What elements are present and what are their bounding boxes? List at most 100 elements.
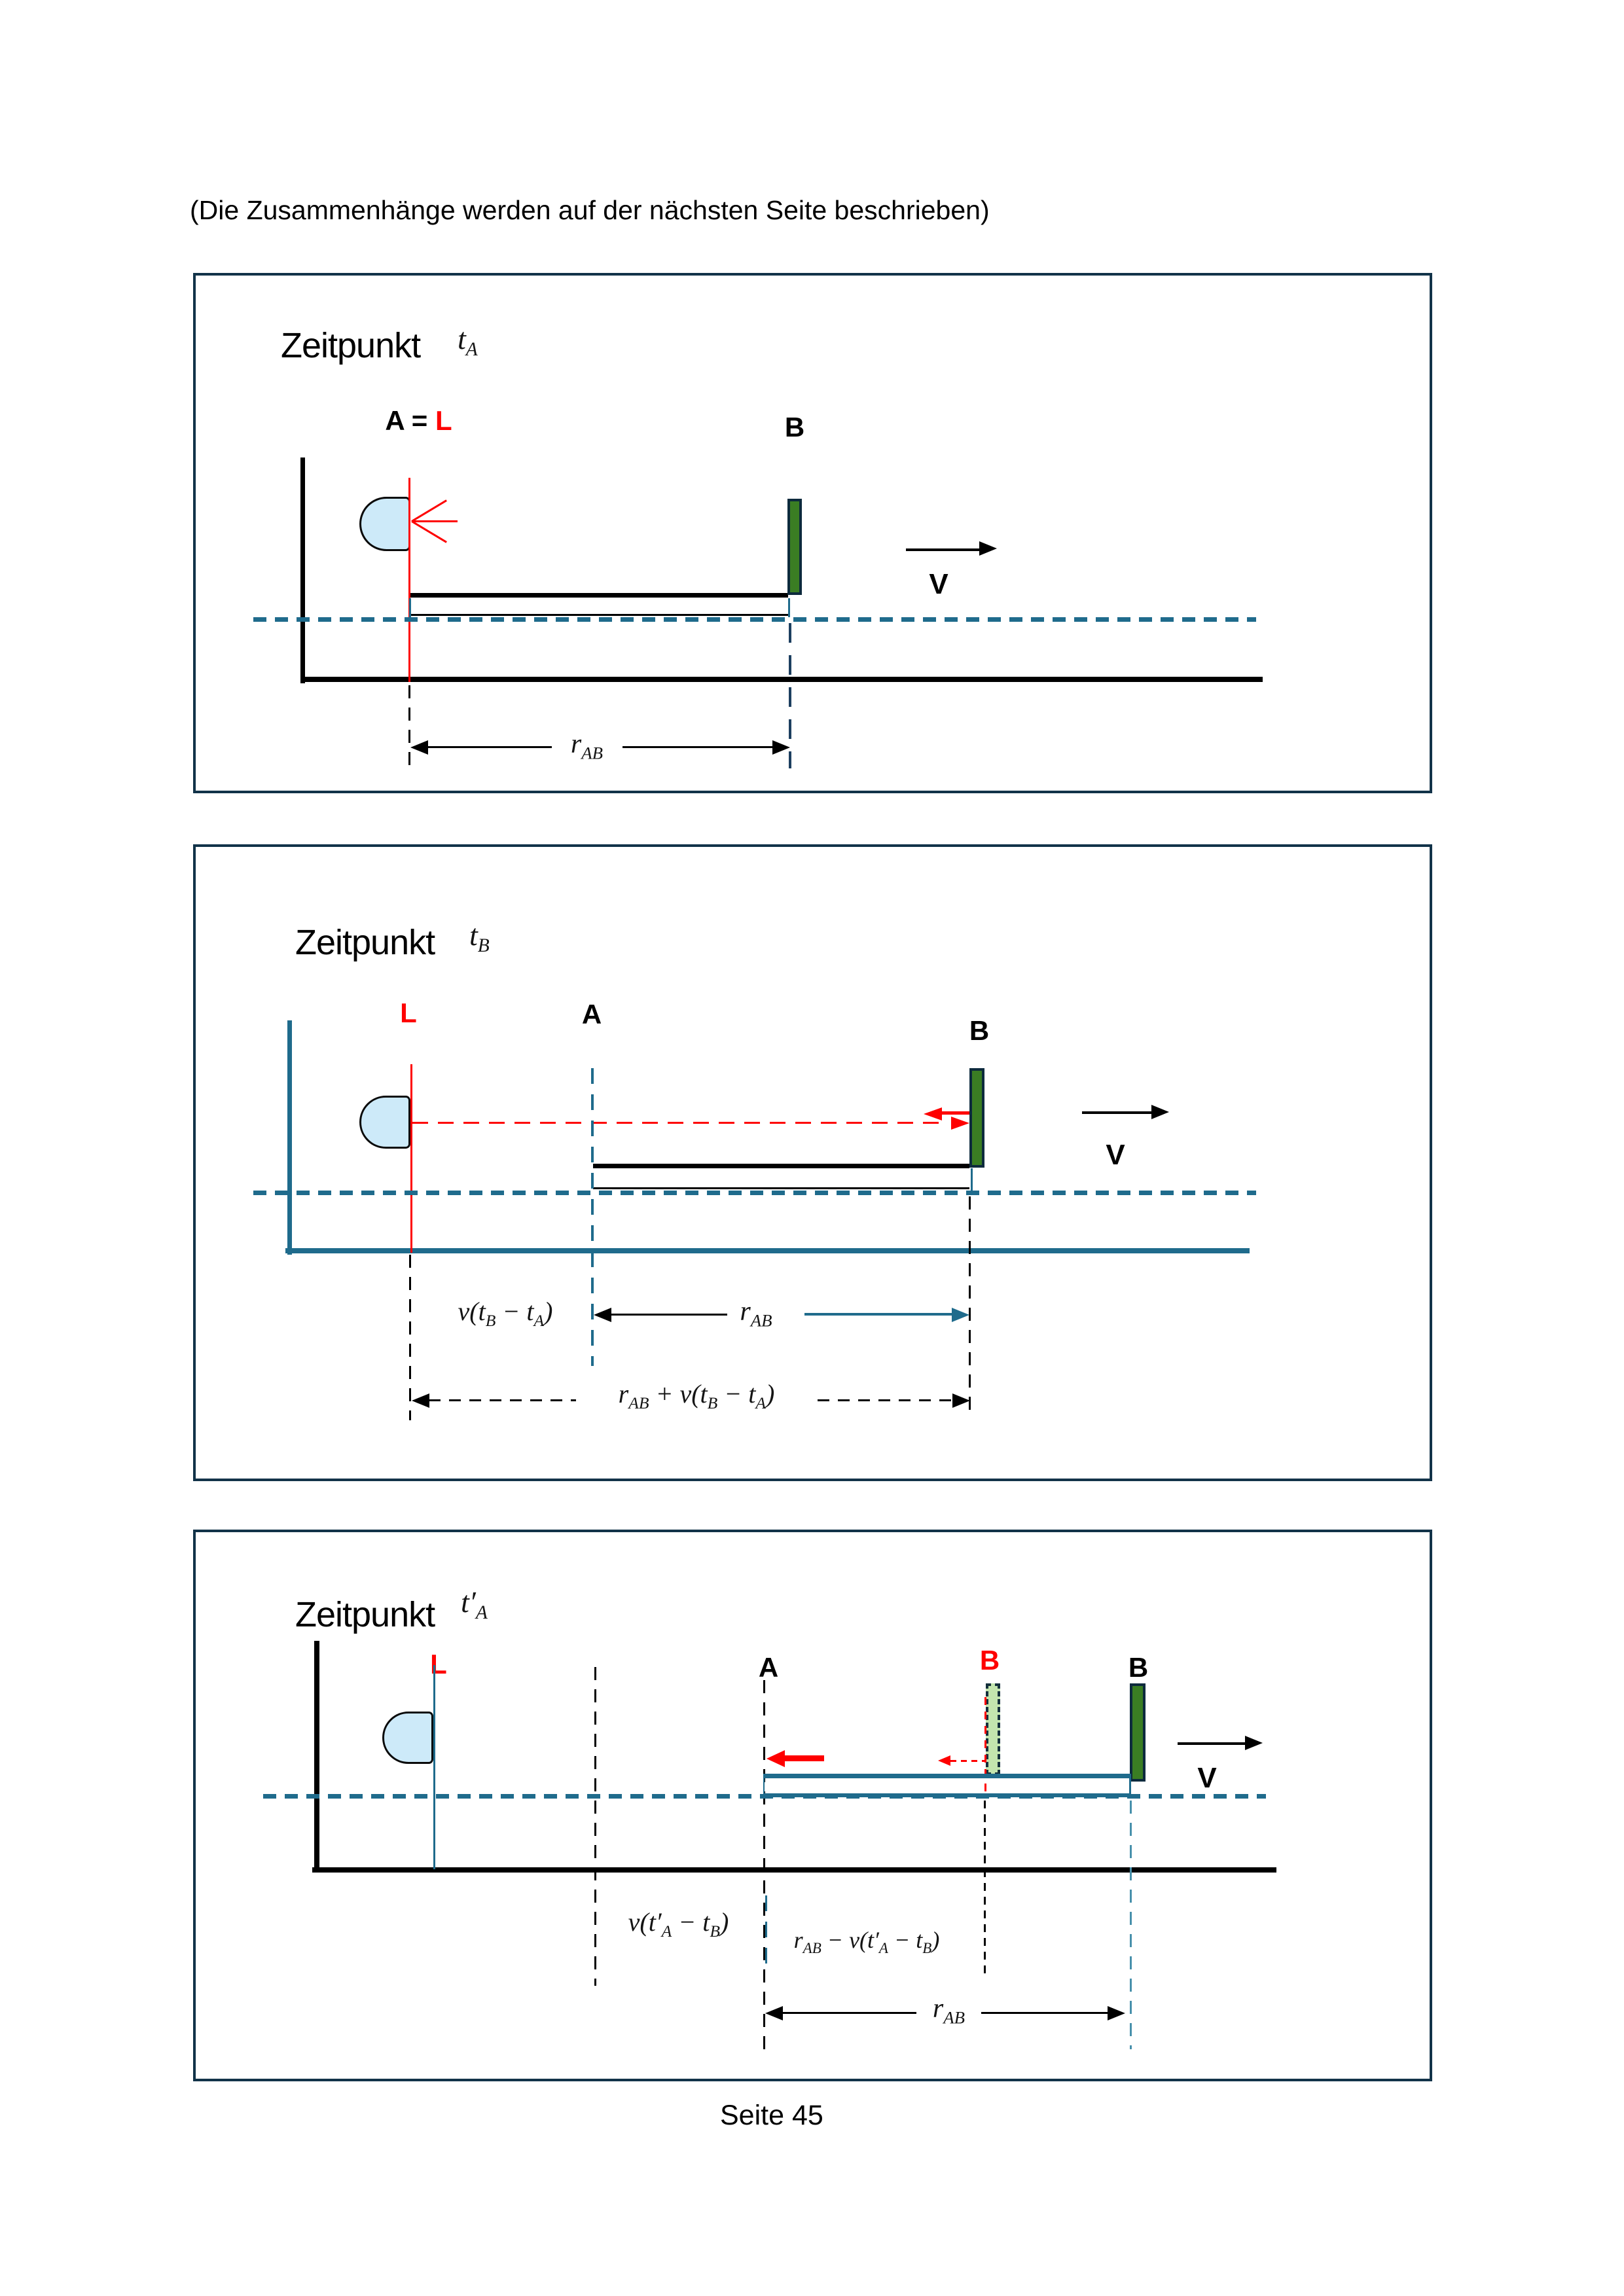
panel3-velocity-label: V	[1197, 1762, 1217, 1794]
page-number: Seite 45	[720, 2100, 823, 2131]
panel2-b-dashed-vertical	[969, 1196, 971, 1419]
panel2-dim-v-label: v(tB − tA)	[458, 1297, 553, 1330]
panel1-rod-top-line	[410, 593, 788, 598]
panel3-ghost-arrow-dashes	[950, 1760, 985, 1762]
panel3-time-symbol: t′A	[461, 1585, 488, 1624]
panel2-dim1-right-head-icon	[952, 1308, 969, 1322]
panel2-reflection-arrow-head-icon	[924, 1107, 942, 1121]
panel1-dim-arrow-right-head-icon	[772, 740, 790, 755]
panel3-ground-line	[312, 1867, 1276, 1873]
panel3-detector-b-ghost-bar	[986, 1683, 1000, 1775]
panel2-dim-sum-label: rAB + v(tB − tA)	[618, 1379, 775, 1412]
panel1-b-dashed-vertical	[789, 623, 791, 768]
panel1-label-a: A =	[385, 405, 435, 436]
panel3-a-dashed-vertical	[763, 1680, 765, 2058]
panel3-detector-b-bar	[1130, 1683, 1146, 1782]
panel2-dim-rab-label: rAB	[740, 1297, 772, 1331]
panel1-ground-line	[300, 677, 1263, 682]
panel2-label-b: B	[969, 1015, 990, 1046]
panel1-lamp-position-line	[408, 478, 410, 682]
panel1-light-ray-mid-icon	[412, 520, 458, 522]
panel1-dim-arrow-left-head-icon	[410, 740, 428, 755]
page-header-note: (Die Zusammenhänge werden auf der nächst…	[190, 195, 990, 225]
panel2-velocity-arrow-head-icon	[1151, 1105, 1169, 1119]
panel-zeitpunkt-tb: Zeitpunkt tB L A B V v(tB − tA) rAB rAB	[193, 844, 1432, 1481]
panel3-dim-v-label: v(t′A − tB)	[628, 1907, 729, 1941]
panel3-label-b: B	[1128, 1652, 1149, 1683]
panel3-rod-motion-arrow-head-icon	[767, 1750, 785, 1767]
panel2-rod-bottom-line	[593, 1187, 969, 1189]
panel3-ghost-red-dashes	[984, 1697, 986, 1794]
panel3-old-a-dashed-vertical	[594, 1667, 596, 1986]
panel1-axis-vertical	[300, 457, 305, 683]
panel1-label-l: L	[435, 405, 452, 436]
panel1-dim-arrow-left-line	[427, 746, 552, 748]
panel3-dim-right-head-icon	[1108, 2006, 1125, 2020]
panel2-reference-dashed-line	[253, 1191, 1256, 1195]
panel3-lamp-icon	[382, 1712, 433, 1764]
panel2-light-arrival-arrow-head-icon	[951, 1117, 969, 1130]
panel3-label-a: A	[758, 1652, 779, 1683]
panel2-l-dashed-vertical	[409, 1255, 411, 1420]
panel3-dim-rab-label: rAB	[932, 1994, 965, 2028]
panel2-dim1-left-line	[611, 1314, 727, 1316]
panel1-time-symbol: tA	[458, 322, 478, 361]
panel3-label-l: L	[430, 1649, 447, 1679]
panel2-label-a: A	[581, 999, 602, 1030]
panel1-label-b: B	[784, 412, 805, 442]
panel2-dim2-left-dashes	[429, 1399, 576, 1401]
panel3-lamp-position-line	[433, 1665, 435, 1869]
panel1-lamp-icon	[359, 497, 410, 551]
panel3-label-b-ghost: B	[979, 1645, 1000, 1676]
panel1-dim-rab-label: rAB	[570, 729, 604, 763]
panel2-velocity-label: V	[1106, 1139, 1125, 1171]
panel2-lamp-position-line	[410, 1064, 412, 1253]
panel2-dim1-left-head-icon	[594, 1308, 611, 1322]
panel3-dim-left-line	[782, 2012, 916, 2014]
panel1-velocity-label: V	[929, 568, 948, 600]
panel2-tick-b	[971, 1168, 973, 1191]
panel2-ground-line	[285, 1248, 1250, 1253]
panel3-b-dashed-vertical	[1130, 1801, 1132, 2049]
panel1-a-dashed-vertical	[408, 685, 410, 770]
panel3-a-teal-dash-segment	[765, 1895, 767, 1967]
panel3-ghost-b-dashed-vertical	[984, 1801, 986, 1976]
panel1-light-ray-down-icon	[411, 520, 447, 543]
panel1-tick-left	[409, 598, 411, 617]
panel1-tick-right	[788, 598, 790, 617]
panel1-title: Zeitpunkt	[281, 326, 421, 365]
panel-zeitpunkt-ta-prime: Zeitpunkt t′A L A B B V v(t′A − tB) rAB …	[193, 1530, 1432, 2081]
panel-zeitpunkt-ta: Zeitpunkt tA A = L B V rAB	[193, 273, 1432, 793]
panel1-light-ray-up-icon	[411, 499, 447, 522]
panel2-reflection-arrow-shaft	[942, 1111, 969, 1115]
panel2-rod-top-line	[593, 1164, 969, 1168]
panel3-velocity-arrow-head-icon	[1245, 1736, 1263, 1750]
panel2-dim1-right-line	[804, 1313, 952, 1316]
panel3-rod-motion-arrow-shaft	[785, 1755, 824, 1761]
panel2-light-path-dashed	[412, 1122, 940, 1124]
panel2-axis-vertical	[287, 1020, 292, 1255]
panel2-lamp-icon	[359, 1096, 410, 1149]
panel1-label-a-equals-l: A = L	[381, 405, 456, 437]
panel2-dim2-left-head-icon	[412, 1393, 429, 1408]
panel3-ghost-arrow-head-icon	[938, 1755, 950, 1766]
panel3-axis-vertical	[314, 1641, 319, 1870]
panel3-title: Zeitpunkt	[295, 1595, 435, 1634]
panel1-velocity-arrow-shaft	[906, 548, 979, 551]
panel2-title: Zeitpunkt	[295, 923, 435, 962]
panel3-dim-right-line	[981, 2012, 1108, 2014]
panel1-rod-bottom-line	[410, 614, 788, 616]
panel3-dim-left-head-icon	[765, 2006, 783, 2020]
panel2-a-dashed-vertical	[591, 1068, 594, 1366]
panel1-reference-dashed-line	[253, 617, 1256, 622]
panel1-detector-b-bar	[787, 499, 802, 595]
panel3-dim-diff-label: rAB − v(t′A − tB)	[793, 1927, 940, 1957]
panel2-detector-b-bar	[969, 1068, 984, 1168]
panel2-dim2-right-head-icon	[952, 1393, 970, 1408]
panel2-time-symbol: tB	[469, 918, 490, 957]
panel3-velocity-arrow-shaft	[1178, 1742, 1245, 1745]
panel2-label-l: L	[400, 997, 417, 1028]
panel1-velocity-arrow-head-icon	[979, 541, 997, 556]
panel1-dim-arrow-right-line	[623, 746, 772, 748]
